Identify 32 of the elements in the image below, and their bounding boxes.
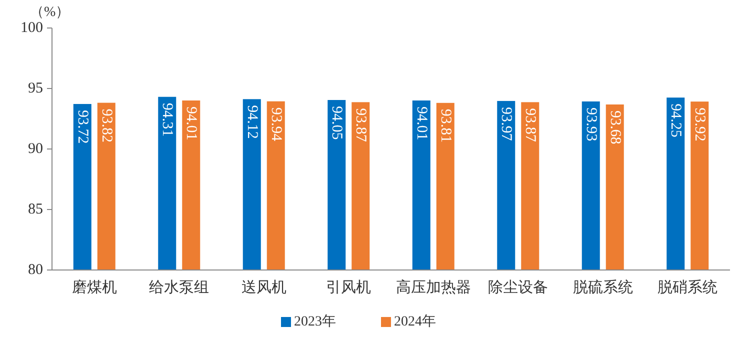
data-label: 93.82 [98, 108, 114, 143]
y-tick-label: 100 [20, 20, 43, 36]
legend-label: 2023年 [294, 314, 336, 330]
data-label: 93.97 [498, 106, 514, 142]
data-label: 93.87 [522, 108, 538, 142]
data-label: 94.25 [668, 104, 684, 138]
x-tick-label: 除尘设备 [488, 279, 548, 296]
x-tick-label: 脱硝系统 [658, 279, 718, 296]
legend-label: 2024年 [394, 314, 436, 330]
data-label: 93.68 [606, 110, 623, 144]
data-label: 93.93 [582, 107, 599, 142]
x-tick-label: 给水泵组 [149, 279, 210, 296]
x-tick-label: 脱硫系统 [572, 279, 633, 296]
y-axis-title: （%） [30, 5, 70, 20]
x-tick-label: 高压加热器 [396, 279, 471, 296]
data-label: 94.12 [244, 105, 260, 139]
y-tick-label: 90 [28, 141, 43, 157]
data-label: 93.94 [268, 107, 284, 142]
data-label: 94.31 [159, 102, 176, 137]
data-label: 94.05 [328, 106, 345, 140]
data-label: 93.81 [437, 108, 454, 143]
x-tick-label: 磨煤机 [72, 279, 117, 296]
data-label: 93.87 [352, 108, 369, 142]
y-tick-label: 80 [28, 262, 43, 278]
x-tick-label: 引风机 [326, 279, 372, 296]
data-label: 93.72 [74, 110, 90, 144]
data-label: 93.92 [692, 108, 708, 142]
y-tick-label: 85 [28, 202, 43, 218]
y-tick-label: 95 [28, 80, 43, 96]
x-tick-label: 送风机 [241, 279, 286, 296]
data-label: 94.01 [413, 106, 430, 140]
data-label: 94.01 [183, 106, 200, 140]
